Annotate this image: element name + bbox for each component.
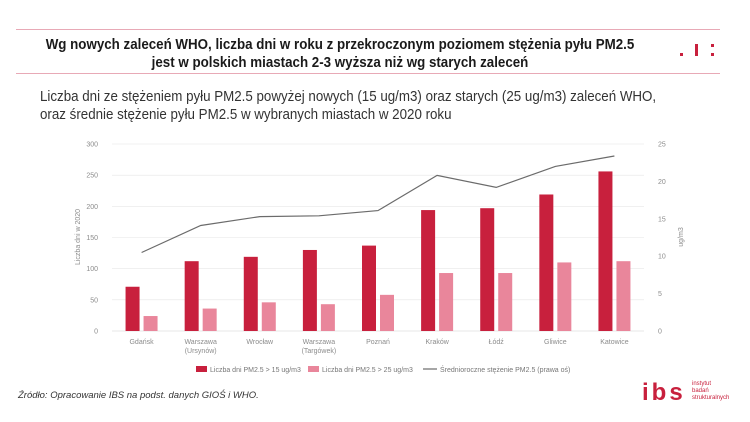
gridlines — [112, 143, 644, 332]
bar-days-over-25 — [320, 304, 335, 331]
bar-days-over-15 — [421, 210, 436, 331]
ibs-logo-name-line: strukturalnych — [692, 395, 730, 401]
top-rule — [16, 29, 720, 30]
ibs-dots-icon — [680, 44, 714, 56]
bar-days-over-25 — [202, 308, 217, 331]
legend-item-days-over-15-label: Liczba dni PM2.5 > 15 ug/m3 — [210, 367, 301, 374]
bar-days-over-25 — [557, 262, 572, 331]
legend-item-avg-concentration-label: Średnioroczne stężenie PM2.5 (prawa oś) — [440, 365, 570, 374]
y-tick-label: 0 — [94, 329, 98, 336]
ibs-logo: ibs instytut badań strukturalnych — [642, 380, 732, 410]
bar-days-over-25 — [143, 316, 158, 331]
ibs-logo-name-line: badań — [692, 388, 709, 394]
bar-days-over-15 — [302, 249, 317, 331]
legend-item-days-over-15-swatch — [196, 366, 207, 372]
bar-days-over-25 — [616, 261, 631, 331]
legend-item-days-over-25-swatch — [308, 366, 319, 372]
legend-item-days-over-25-label: Liczba dni PM2.5 > 25 ug/m3 — [322, 367, 413, 374]
x-tick-label: Gliwice — [544, 339, 567, 346]
bar-days-over-15 — [125, 286, 140, 331]
chart-headline: Wg nowych zaleceń WHO, liczba dni w roku… — [45, 37, 635, 71]
bar-days-over-15 — [480, 208, 495, 331]
x-tick-label: Łódź — [489, 339, 505, 346]
line-series — [141, 155, 615, 254]
bar-days-over-25 — [261, 302, 276, 331]
y2-tick-label: 25 — [658, 142, 666, 149]
y-tick-label: 200 — [86, 204, 98, 211]
x-tick-label: Katowice — [600, 339, 629, 346]
ibs-logo-name: instytut badań strukturalnych — [692, 381, 729, 402]
y-tick-label: 100 — [86, 266, 98, 273]
bar-days-over-15 — [362, 245, 376, 331]
bar-days-over-15 — [598, 171, 613, 331]
ibs-logo-letters: ibs — [642, 379, 686, 406]
legend: Liczba dni PM2.5 > 15 ug/m3 Liczba dni PM… — [196, 365, 570, 374]
x-tick-label: Kraków — [425, 339, 449, 346]
bars — [125, 171, 631, 331]
y2-tick-label: 5 — [658, 291, 662, 298]
x-tick-label: Gdańsk — [129, 339, 154, 346]
y2-axis-ticks: 0 5 10 15 20 25 — [658, 142, 666, 336]
bar-days-over-25 — [498, 273, 513, 331]
bar-days-over-15 — [184, 261, 199, 331]
x-tick-label: (Targówek) — [302, 348, 337, 355]
line-avg-concentration — [141, 155, 615, 254]
y-axis-title: Liczba dni w 2020 — [75, 209, 82, 265]
y2-axis-title: ug/m3 — [678, 227, 685, 247]
y2-tick-label: 20 — [658, 179, 666, 186]
x-axis-labels: Gdańsk Warszawa (Ursynów) Wrocław Warszawa (T… — [129, 339, 628, 355]
x-tick-label: Wrocław — [246, 339, 274, 346]
y-tick-label: 300 — [86, 142, 98, 149]
ibs-logo-name-line: instytut — [692, 381, 712, 387]
bar-days-over-15 — [539, 194, 554, 331]
y-axis-ticks: 0 50 100 150 200 250 300 — [86, 142, 98, 336]
source-note: Źródło: Opracowanie IBS na podst. danych… — [18, 390, 259, 401]
chart-subtitle: Liczba dni ze stężeniem pyłu PM2.5 powyż… — [40, 89, 657, 123]
y-tick-label: 150 — [86, 235, 98, 242]
y-tick-label: 50 — [90, 297, 98, 304]
y2-tick-label: 0 — [658, 329, 662, 336]
bar-days-over-15 — [243, 256, 258, 331]
bar-days-over-25 — [439, 273, 454, 331]
x-tick-label: Warszawa — [303, 339, 336, 346]
y2-tick-label: 10 — [658, 254, 666, 261]
x-tick-label: Warszawa — [184, 339, 217, 346]
y-tick-label: 250 — [86, 173, 98, 180]
y2-tick-label: 15 — [658, 216, 666, 223]
bar-days-over-25 — [380, 294, 394, 331]
bottom-rule — [16, 73, 720, 74]
x-tick-label: (Ursynów) — [185, 348, 217, 355]
x-tick-label: Poznań — [366, 339, 390, 346]
